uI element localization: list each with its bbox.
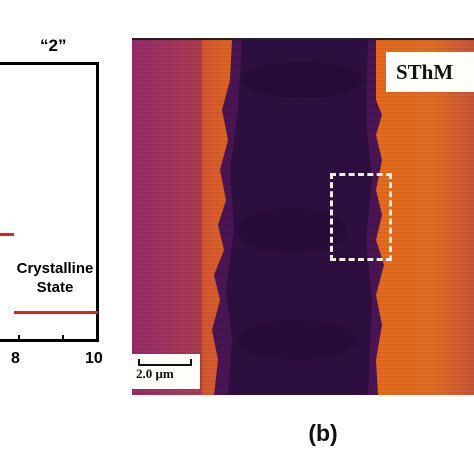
panel-top-border: [132, 38, 474, 40]
scan-lines: [132, 40, 474, 395]
crystalline-level-line: [14, 311, 98, 314]
x-tick-label-8: 8: [11, 350, 20, 367]
curve-label-2: “2”: [40, 36, 67, 55]
left-plot-panel: “2” Crystalline State 8 10: [0, 0, 110, 474]
level-line-upper: [0, 233, 14, 236]
x-tick-label-10: 10: [85, 350, 103, 367]
sthm-thermal-map: [132, 40, 474, 395]
sthm-image-panel: SThM 2.0 μm: [132, 38, 474, 395]
x-tick-mark-8: [18, 335, 20, 342]
plot-frame: [0, 62, 99, 342]
dashed-selection-box: [330, 173, 392, 261]
crystalline-state-label: Crystalline State: [0, 259, 110, 297]
panel-label-text: (b): [308, 420, 338, 446]
crystalline-label-line2: State: [36, 279, 74, 296]
scale-bar-tick-right: [190, 359, 192, 366]
crystalline-label-line1: Crystalline: [16, 260, 94, 277]
sthm-label: SThM: [386, 52, 474, 92]
scale-bar-line: [138, 364, 192, 366]
x-tick-mark-9: [62, 335, 64, 342]
scale-bar-tick-left: [138, 359, 140, 366]
panel-label-b: (b): [0, 420, 474, 447]
scale-bar: 2.0 μm: [132, 354, 200, 389]
scale-bar-label: 2.0 μm: [136, 366, 174, 381]
